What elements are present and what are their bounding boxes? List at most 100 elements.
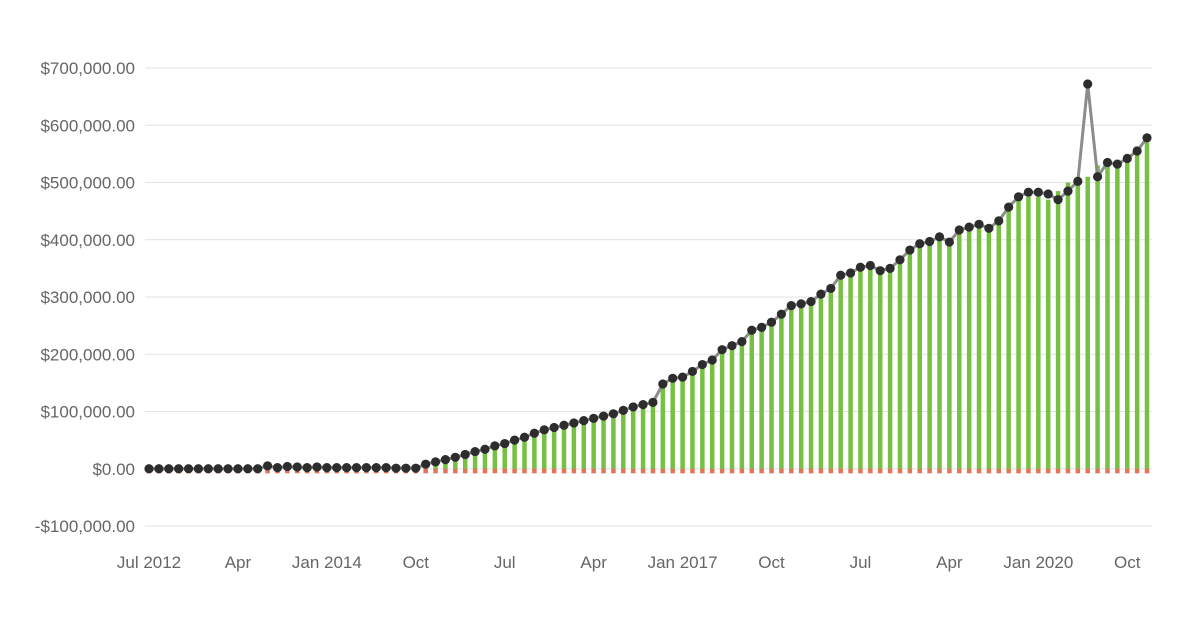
net-point[interactable] — [776, 309, 786, 319]
net-point[interactable] — [757, 322, 767, 332]
net-point[interactable] — [421, 459, 431, 469]
net-point[interactable] — [430, 457, 441, 467]
net-point[interactable] — [598, 411, 609, 421]
net-point[interactable] — [361, 463, 371, 473]
net-point[interactable] — [500, 438, 510, 449]
net-point[interactable] — [579, 416, 589, 426]
net-point[interactable] — [411, 463, 421, 473]
net-point[interactable] — [223, 464, 233, 474]
net-point[interactable] — [964, 222, 974, 232]
net-point[interactable] — [1033, 187, 1043, 197]
net-point[interactable] — [648, 397, 658, 407]
net-point[interactable] — [371, 463, 381, 473]
net-point[interactable] — [1073, 176, 1083, 186]
net-point[interactable] — [322, 463, 332, 473]
net-point[interactable] — [1023, 187, 1034, 197]
net-point[interactable] — [144, 464, 154, 474]
net-point[interactable] — [391, 463, 401, 473]
net-point[interactable] — [865, 260, 875, 271]
net-point[interactable] — [786, 300, 796, 311]
net-point[interactable] — [836, 270, 846, 280]
net-point[interactable] — [875, 266, 885, 276]
net-point[interactable] — [687, 366, 698, 377]
net-point[interactable] — [747, 325, 757, 335]
net-point[interactable] — [766, 317, 777, 327]
net-point[interactable] — [994, 216, 1004, 226]
net-point[interactable] — [668, 373, 678, 383]
net-point[interactable] — [490, 441, 500, 451]
net-point[interactable] — [717, 345, 727, 355]
net-point[interactable] — [351, 463, 362, 473]
net-point[interactable] — [796, 299, 806, 309]
net-point[interactable] — [164, 464, 174, 474]
net-point[interactable] — [312, 462, 322, 472]
net-point[interactable] — [697, 359, 707, 370]
net-point[interactable] — [519, 432, 530, 442]
net-point[interactable] — [381, 463, 391, 473]
net-point[interactable] — [855, 262, 866, 272]
net-point[interactable] — [233, 464, 243, 474]
net-point[interactable] — [1112, 159, 1122, 169]
net-point[interactable] — [816, 289, 826, 299]
net-point[interactable] — [559, 420, 569, 430]
net-point[interactable] — [628, 402, 638, 412]
net-point[interactable] — [282, 461, 292, 472]
net-point[interactable] — [154, 464, 164, 474]
net-point[interactable] — [183, 464, 194, 474]
net-point[interactable] — [677, 372, 688, 382]
net-point[interactable] — [1053, 195, 1063, 205]
net-point[interactable] — [549, 422, 559, 433]
net-point[interactable] — [401, 463, 411, 473]
net-point[interactable] — [510, 435, 520, 445]
net-point[interactable] — [480, 444, 490, 454]
net-point[interactable] — [984, 223, 994, 233]
net-point[interactable] — [618, 405, 628, 415]
net-point[interactable] — [638, 400, 648, 410]
net-point[interactable] — [1092, 172, 1103, 182]
net-point[interactable] — [1043, 189, 1053, 199]
net-point[interactable] — [450, 452, 460, 462]
net-point[interactable] — [905, 245, 915, 255]
net-point[interactable] — [342, 463, 352, 473]
net-point[interactable] — [1142, 133, 1152, 143]
net-point[interactable] — [1004, 202, 1014, 212]
net-point[interactable] — [944, 237, 954, 247]
net-point[interactable] — [895, 255, 905, 265]
net-point[interactable] — [1102, 157, 1113, 168]
net-point[interactable] — [589, 413, 599, 423]
net-point[interactable] — [1013, 192, 1024, 202]
net-point[interactable] — [174, 464, 184, 474]
net-point[interactable] — [934, 232, 945, 242]
net-point[interactable] — [460, 449, 470, 460]
net-point[interactable] — [243, 464, 253, 474]
net-point[interactable] — [727, 341, 737, 351]
net-point[interactable] — [470, 446, 480, 457]
net-point[interactable] — [885, 263, 895, 273]
net-point[interactable] — [253, 464, 263, 474]
net-point[interactable] — [1083, 79, 1093, 89]
net-point[interactable] — [737, 337, 747, 347]
net-point[interactable] — [302, 463, 312, 473]
net-point[interactable] — [332, 463, 342, 473]
net-point[interactable] — [806, 296, 816, 307]
net-point[interactable] — [272, 463, 283, 473]
net-point[interactable] — [440, 454, 451, 465]
net-point[interactable] — [925, 236, 935, 247]
net-point[interactable] — [826, 283, 836, 294]
net-point[interactable] — [954, 225, 964, 235]
net-point[interactable] — [845, 268, 856, 278]
net-point[interactable] — [974, 219, 984, 229]
net-point[interactable] — [1063, 186, 1073, 196]
net-point[interactable] — [193, 464, 204, 474]
net-point[interactable] — [569, 418, 579, 428]
net-point[interactable] — [658, 379, 668, 389]
net-point[interactable] — [1132, 146, 1142, 156]
net-point[interactable] — [292, 462, 302, 472]
net-point[interactable] — [915, 239, 925, 249]
net-point[interactable] — [262, 461, 273, 471]
net-point[interactable] — [213, 464, 223, 474]
net-point[interactable] — [529, 428, 539, 438]
net-point[interactable] — [707, 355, 717, 365]
net-point[interactable] — [539, 425, 549, 435]
net-point[interactable] — [608, 409, 619, 419]
